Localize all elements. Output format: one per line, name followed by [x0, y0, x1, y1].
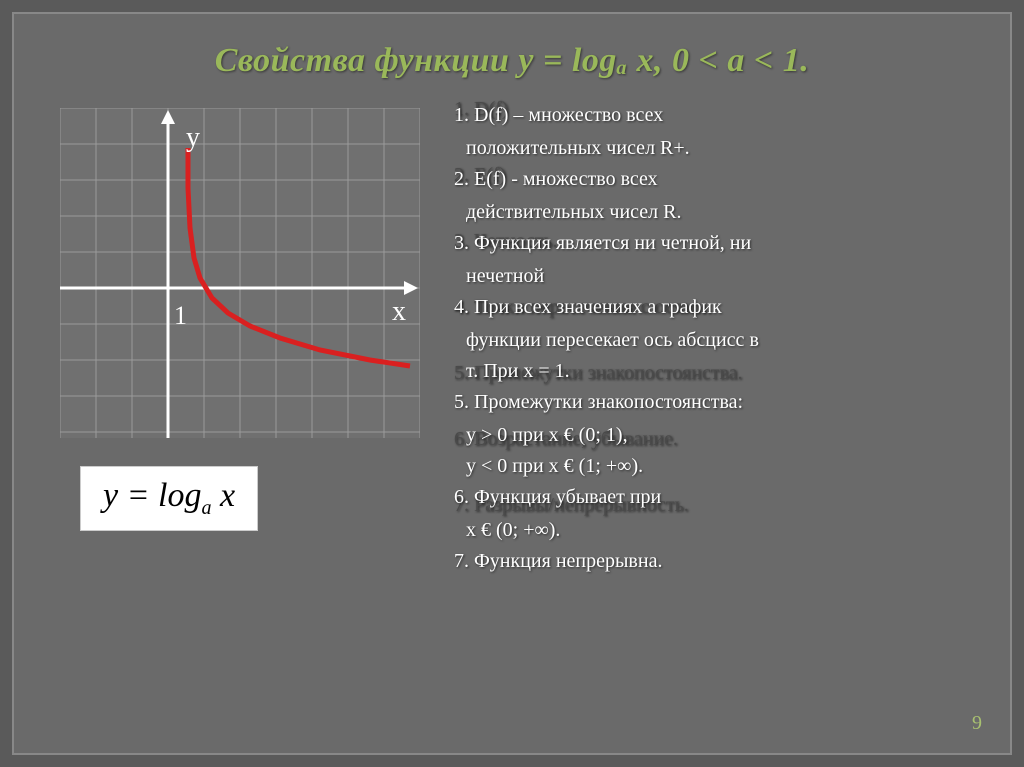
x-axis-label: x — [392, 296, 406, 327]
log-curve — [188, 148, 410, 366]
log-graph: y x 1 — [60, 108, 420, 438]
property-line: 5. Промежутки знакопостоянства: — [450, 387, 974, 418]
formula-text: y = loga x — [103, 477, 235, 514]
property-line: 1. D(f) – множество всех — [450, 100, 974, 131]
property-line: у > 0 при х € (0; 1), — [450, 420, 974, 451]
property-line: у < 0 при х € (1; +∞). — [450, 451, 974, 482]
tick-label-1: 1 — [174, 301, 187, 330]
slide-title: Свойства функции y = logₐ x, 0 < a < 1. — [50, 42, 974, 80]
grid — [60, 108, 420, 438]
property-line: 7. Функция непрерывна. — [450, 546, 974, 577]
property-line: т. При х = 1. — [450, 356, 974, 387]
property-line: действительных чисел R. — [450, 197, 974, 228]
graph-svg: y x 1 — [60, 108, 420, 438]
property-line: 3. Функция является ни четной, ни — [450, 228, 974, 259]
property-line: 2. E(f) - множество всех — [450, 164, 974, 195]
property-line: х € (0; +∞). — [450, 515, 974, 546]
text-layer-front: 1. D(f) – множество всехположительных чи… — [450, 100, 974, 579]
formula-box: y = loga x — [80, 466, 258, 531]
property-line: нечетной — [450, 261, 974, 292]
content-row: y x 1 y = loga x 1. D(f) 2. E(f) 3. Четн… — [50, 100, 974, 531]
page-number: 9 — [972, 712, 982, 735]
y-axis-label: y — [186, 122, 200, 153]
property-line: 6. Функция убывает при — [450, 482, 974, 513]
property-line: функции пересекает ось абсцисс в — [450, 325, 974, 356]
slide: Свойства функции y = logₐ x, 0 < a < 1. … — [12, 12, 1012, 755]
properties-text: 1. D(f) 2. E(f) 3. Четность. 4. Точки пе… — [450, 100, 974, 531]
left-column: y x 1 y = loga x — [50, 100, 430, 531]
property-line: положительных чисел R+. — [450, 133, 974, 164]
axes — [60, 110, 418, 438]
property-line: 4. При всех значениях а график — [450, 292, 974, 323]
